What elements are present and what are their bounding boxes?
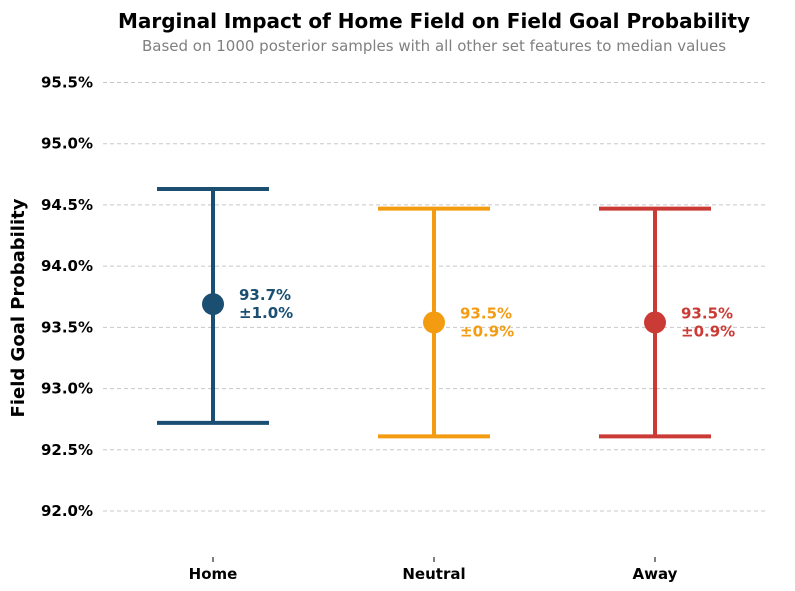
x-axis-ticks: Home Neutral Away bbox=[189, 557, 678, 583]
y-tick-label: 95.5% bbox=[41, 73, 93, 91]
y-axis-ticks: 92.0% 92.5% 93.0% 93.5% 94.0% 94.5% 95.0% 95.5% bbox=[41, 73, 93, 520]
y-tick-label: 93.0% bbox=[41, 380, 93, 398]
y-axis-label: Field Goal Probability bbox=[8, 198, 29, 417]
y-tick-label: 93.5% bbox=[41, 318, 93, 336]
data-label-value: 93.7% bbox=[239, 286, 291, 304]
error-bar-home: 93.7%±1.0% bbox=[157, 187, 293, 425]
error-bar-neutral: 93.5%±0.9% bbox=[378, 206, 514, 439]
y-tick-label: 95.0% bbox=[41, 135, 93, 153]
y-tick-label: 92.0% bbox=[41, 502, 93, 520]
data-label-value: 93.5% bbox=[460, 304, 512, 322]
data-label-error: ±0.9% bbox=[460, 322, 514, 340]
data-label-error: ±1.0% bbox=[239, 304, 293, 322]
x-tick-label: Home bbox=[189, 565, 238, 583]
y-tick-label: 94.0% bbox=[41, 257, 93, 275]
chart-subtitle: Based on 1000 posterior samples with all… bbox=[142, 37, 726, 55]
mean-point bbox=[644, 311, 666, 334]
error-bars: 93.7%±1.0% 93.5%±0.9%93.5%±0.9% bbox=[157, 187, 735, 439]
error-bar-away: 93.5%±0.9% bbox=[599, 206, 735, 439]
data-label-error: ±0.9% bbox=[681, 322, 735, 340]
chart-title: Marginal Impact of Home Field on Field G… bbox=[118, 9, 750, 33]
x-tick-label: Neutral bbox=[402, 565, 465, 583]
y-tick-label: 94.5% bbox=[41, 196, 93, 214]
y-tick-label: 92.5% bbox=[41, 441, 93, 459]
data-label-value: 93.5% bbox=[681, 304, 733, 322]
mean-point bbox=[423, 311, 445, 334]
x-tick-label: Away bbox=[633, 565, 678, 583]
mean-point bbox=[202, 293, 224, 316]
